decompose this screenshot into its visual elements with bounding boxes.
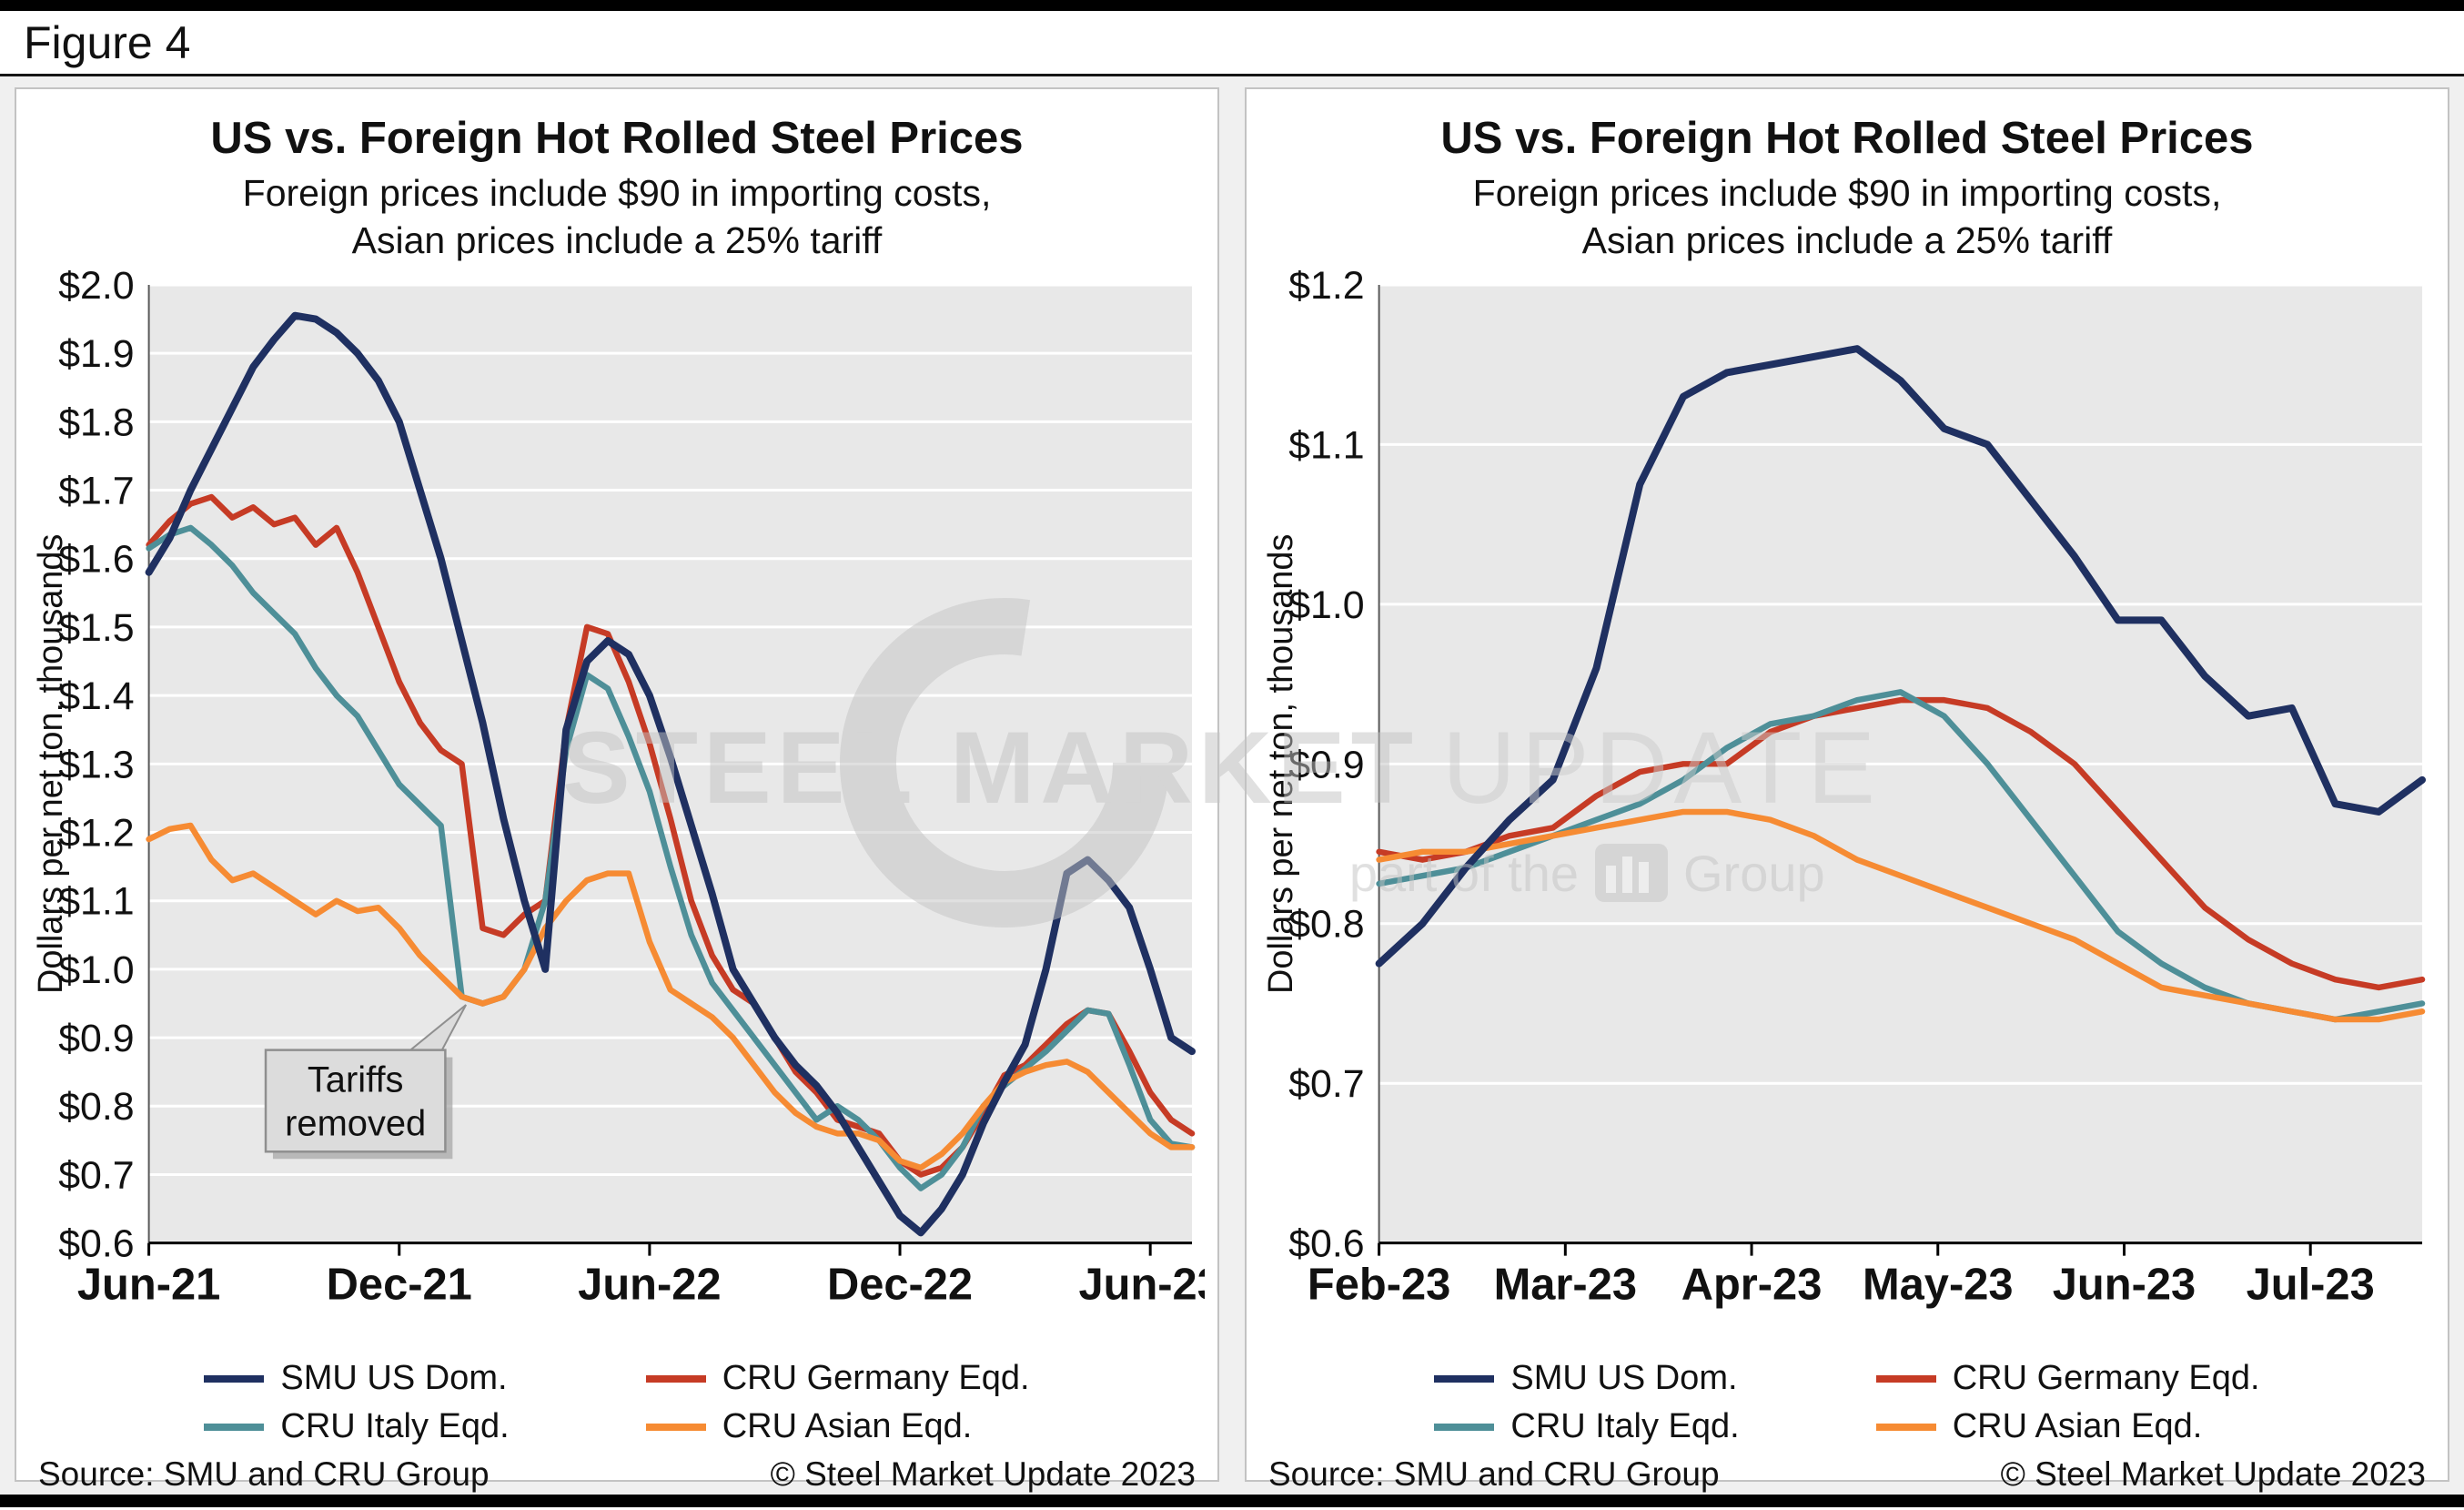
y-tick-label: $0.8 bbox=[1288, 903, 1364, 947]
callout-box bbox=[264, 1049, 447, 1153]
copyright-note: © Steel Market Update 2023 bbox=[770, 1455, 1196, 1494]
legend-label: SMU US Dom. bbox=[1510, 1359, 1738, 1398]
source-note: Source: SMU and CRU Group bbox=[1268, 1455, 1720, 1494]
x-tick-label: Dec-21 bbox=[327, 1260, 472, 1309]
legend-label: CRU Asian Eqd. bbox=[1952, 1407, 2203, 1446]
legend-item-cru-asian-eqd: CRU Asian Eqd. bbox=[645, 1407, 1030, 1446]
y-tick-label: $1.9 bbox=[58, 332, 134, 376]
chart-subtitle-line1: Foreign prices include $90 in importing … bbox=[1472, 172, 2222, 214]
y-tick-label: $1.2 bbox=[58, 811, 134, 855]
panel-footer-right: Source: SMU and CRU Group © Steel Market… bbox=[1259, 1446, 2435, 1497]
chart-subtitle-line1: Foreign prices include $90 in importing … bbox=[242, 172, 992, 214]
x-tick-label: Dec-22 bbox=[827, 1260, 973, 1309]
x-tick-label: Jun-23 bbox=[1078, 1260, 1205, 1309]
y-tick-label: $0.8 bbox=[58, 1085, 134, 1129]
chart-title: US vs. Foreign Hot Rolled Steel Prices bbox=[210, 114, 1024, 163]
x-tick-label: Jun-23 bbox=[2053, 1260, 2196, 1309]
y-tick-label: $1.8 bbox=[58, 400, 134, 444]
legend-item-cru-italy-eqd: CRU Italy Eqd. bbox=[1434, 1407, 1740, 1446]
chart-subtitle: Foreign prices include $90 in importing … bbox=[1259, 169, 2435, 265]
legend-label: CRU Germany Eqd. bbox=[1952, 1359, 2260, 1398]
top-border-bar bbox=[0, 0, 2464, 11]
chart-svg: $0.6 $0.7 $0.8 $0.9 $1.0 $1.1 $1.2 $1.3 $1.4 $1.5… bbox=[32, 270, 1205, 1309]
series-line-cru-asian-eqd bbox=[1376, 808, 2426, 1023]
x-tick-label: Jul-23 bbox=[2247, 1260, 2375, 1309]
bottom-border-bar bbox=[0, 1495, 2464, 1507]
y-tick-label: $1.5 bbox=[58, 606, 134, 650]
series-line-smu-us-dom bbox=[145, 311, 1197, 1237]
legend-label: CRU Germany Eqd. bbox=[722, 1359, 1030, 1398]
x-tick-label: May-23 bbox=[1863, 1260, 2014, 1309]
legend-marker-icon bbox=[1434, 1374, 1495, 1383]
callout-text-line2: removed bbox=[285, 1103, 426, 1143]
x-tick-label: Jun-22 bbox=[578, 1260, 721, 1309]
chart-panel-right: US vs. Foreign Hot Rolled Steel Prices F… bbox=[1245, 87, 2449, 1493]
legend-item-smu-us-dom: SMU US Dom. bbox=[204, 1359, 509, 1398]
panel-footer-left: Source: SMU and CRU Group © Steel Market… bbox=[29, 1446, 1205, 1497]
charts-container: US vs. Foreign Hot Rolled Steel Prices F… bbox=[0, 76, 2464, 1495]
y-tick-label: $1.0 bbox=[58, 948, 134, 992]
chart-subtitle: Foreign prices include $90 in importing … bbox=[29, 169, 1205, 265]
legend-right: SMU US Dom. CRU Germany Eqd. CRU Italy Eqd… bbox=[1259, 1359, 2435, 1446]
y-tick-label: $0.6 bbox=[1288, 1222, 1364, 1266]
chart-title: US vs. Foreign Hot Rolled Steel Prices bbox=[1440, 114, 2254, 163]
chart-panel-left: US vs. Foreign Hot Rolled Steel Prices F… bbox=[15, 87, 1219, 1493]
figure-label: Figure 4 bbox=[24, 16, 191, 68]
legend-label: CRU Italy Eqd. bbox=[1510, 1407, 1740, 1446]
y-axis-title: Dollars per net ton, thousands bbox=[32, 534, 70, 994]
y-tick-label: $1.4 bbox=[58, 674, 134, 718]
legend-item-cru-germany-eqd: CRU Germany Eqd. bbox=[645, 1359, 1030, 1398]
legend-marker-icon bbox=[645, 1423, 706, 1431]
y-tick-label: $0.9 bbox=[1288, 743, 1364, 786]
legend-item-smu-us-dom: SMU US Dom. bbox=[1434, 1359, 1739, 1398]
legend-left: SMU US Dom. CRU Germany Eqd. CRU Italy Eqd… bbox=[29, 1359, 1205, 1446]
y-tick-label: $2.0 bbox=[58, 270, 134, 308]
legend-marker-icon bbox=[1434, 1423, 1495, 1431]
x-tick-label: Feb-23 bbox=[1308, 1260, 1450, 1309]
legend-marker-icon bbox=[204, 1374, 265, 1383]
series-line-cru-germany-eqd bbox=[146, 493, 1196, 1178]
copyright-note: © Steel Market Update 2023 bbox=[2000, 1455, 2426, 1494]
y-tick-label: $1.1 bbox=[58, 880, 134, 924]
series-line-cru-asian-eqd bbox=[146, 822, 1196, 1171]
figure-header: Figure 4 bbox=[0, 11, 2464, 76]
x-tick-label: Jun-21 bbox=[77, 1260, 220, 1309]
y-tick-label: $0.7 bbox=[58, 1153, 134, 1197]
series-line-cru-germany-eqd bbox=[1376, 696, 2426, 991]
y-tick-label: $1.3 bbox=[58, 743, 134, 786]
chart-subtitle-line2: Asian prices include a 25% tariff bbox=[1581, 219, 2113, 262]
legend-label: CRU Italy Eqd. bbox=[280, 1407, 510, 1446]
series-line-smu-us-dom bbox=[1375, 345, 2427, 968]
y-tick-label: $0.6 bbox=[58, 1222, 134, 1266]
legend-marker-icon bbox=[1875, 1423, 1936, 1431]
y-axis-title: Dollars per net ton, thousands bbox=[1262, 534, 1300, 994]
chart-svg: $0.6 $0.7 $0.8 $0.9 $1.0 $1.1 $1.2 Feb-23 Mar-23… bbox=[1262, 270, 2427, 1309]
y-tick-label: $0.7 bbox=[1288, 1062, 1364, 1106]
line-chart-left: $0.6 $0.7 $0.8 $0.9 $1.0 $1.1 $1.2 $1.3 $1.4 $1.5… bbox=[29, 270, 1205, 1350]
x-tick-label: Mar-23 bbox=[1494, 1260, 1637, 1309]
line-chart-right: $0.6 $0.7 $0.8 $0.9 $1.0 $1.1 $1.2 Feb-23 Mar-23… bbox=[1259, 270, 2435, 1350]
y-tick-label: $1.1 bbox=[1288, 423, 1364, 467]
y-tick-label: $1.0 bbox=[1288, 583, 1364, 627]
legend-item-cru-asian-eqd: CRU Asian Eqd. bbox=[1875, 1407, 2260, 1446]
legend-marker-icon bbox=[645, 1374, 706, 1383]
y-tick-label: $1.7 bbox=[58, 469, 134, 512]
y-tick-label: $0.9 bbox=[58, 1017, 134, 1060]
legend-marker-icon bbox=[204, 1423, 265, 1431]
legend-item-cru-italy-eqd: CRU Italy Eqd. bbox=[204, 1407, 510, 1446]
callout-text-line1: Tariffs bbox=[308, 1059, 404, 1100]
chart-subtitle-line2: Asian prices include a 25% tariff bbox=[351, 219, 883, 262]
source-note: Source: SMU and CRU Group bbox=[38, 1455, 490, 1494]
y-tick-label: $1.6 bbox=[58, 538, 134, 582]
legend-item-cru-germany-eqd: CRU Germany Eqd. bbox=[1875, 1359, 2260, 1398]
x-tick-label: Apr-23 bbox=[1681, 1260, 1823, 1309]
legend-marker-icon bbox=[1875, 1374, 1936, 1383]
y-tick-label: $1.2 bbox=[1288, 270, 1364, 308]
legend-label: SMU US Dom. bbox=[280, 1359, 508, 1398]
legend-label: CRU Asian Eqd. bbox=[722, 1407, 973, 1446]
